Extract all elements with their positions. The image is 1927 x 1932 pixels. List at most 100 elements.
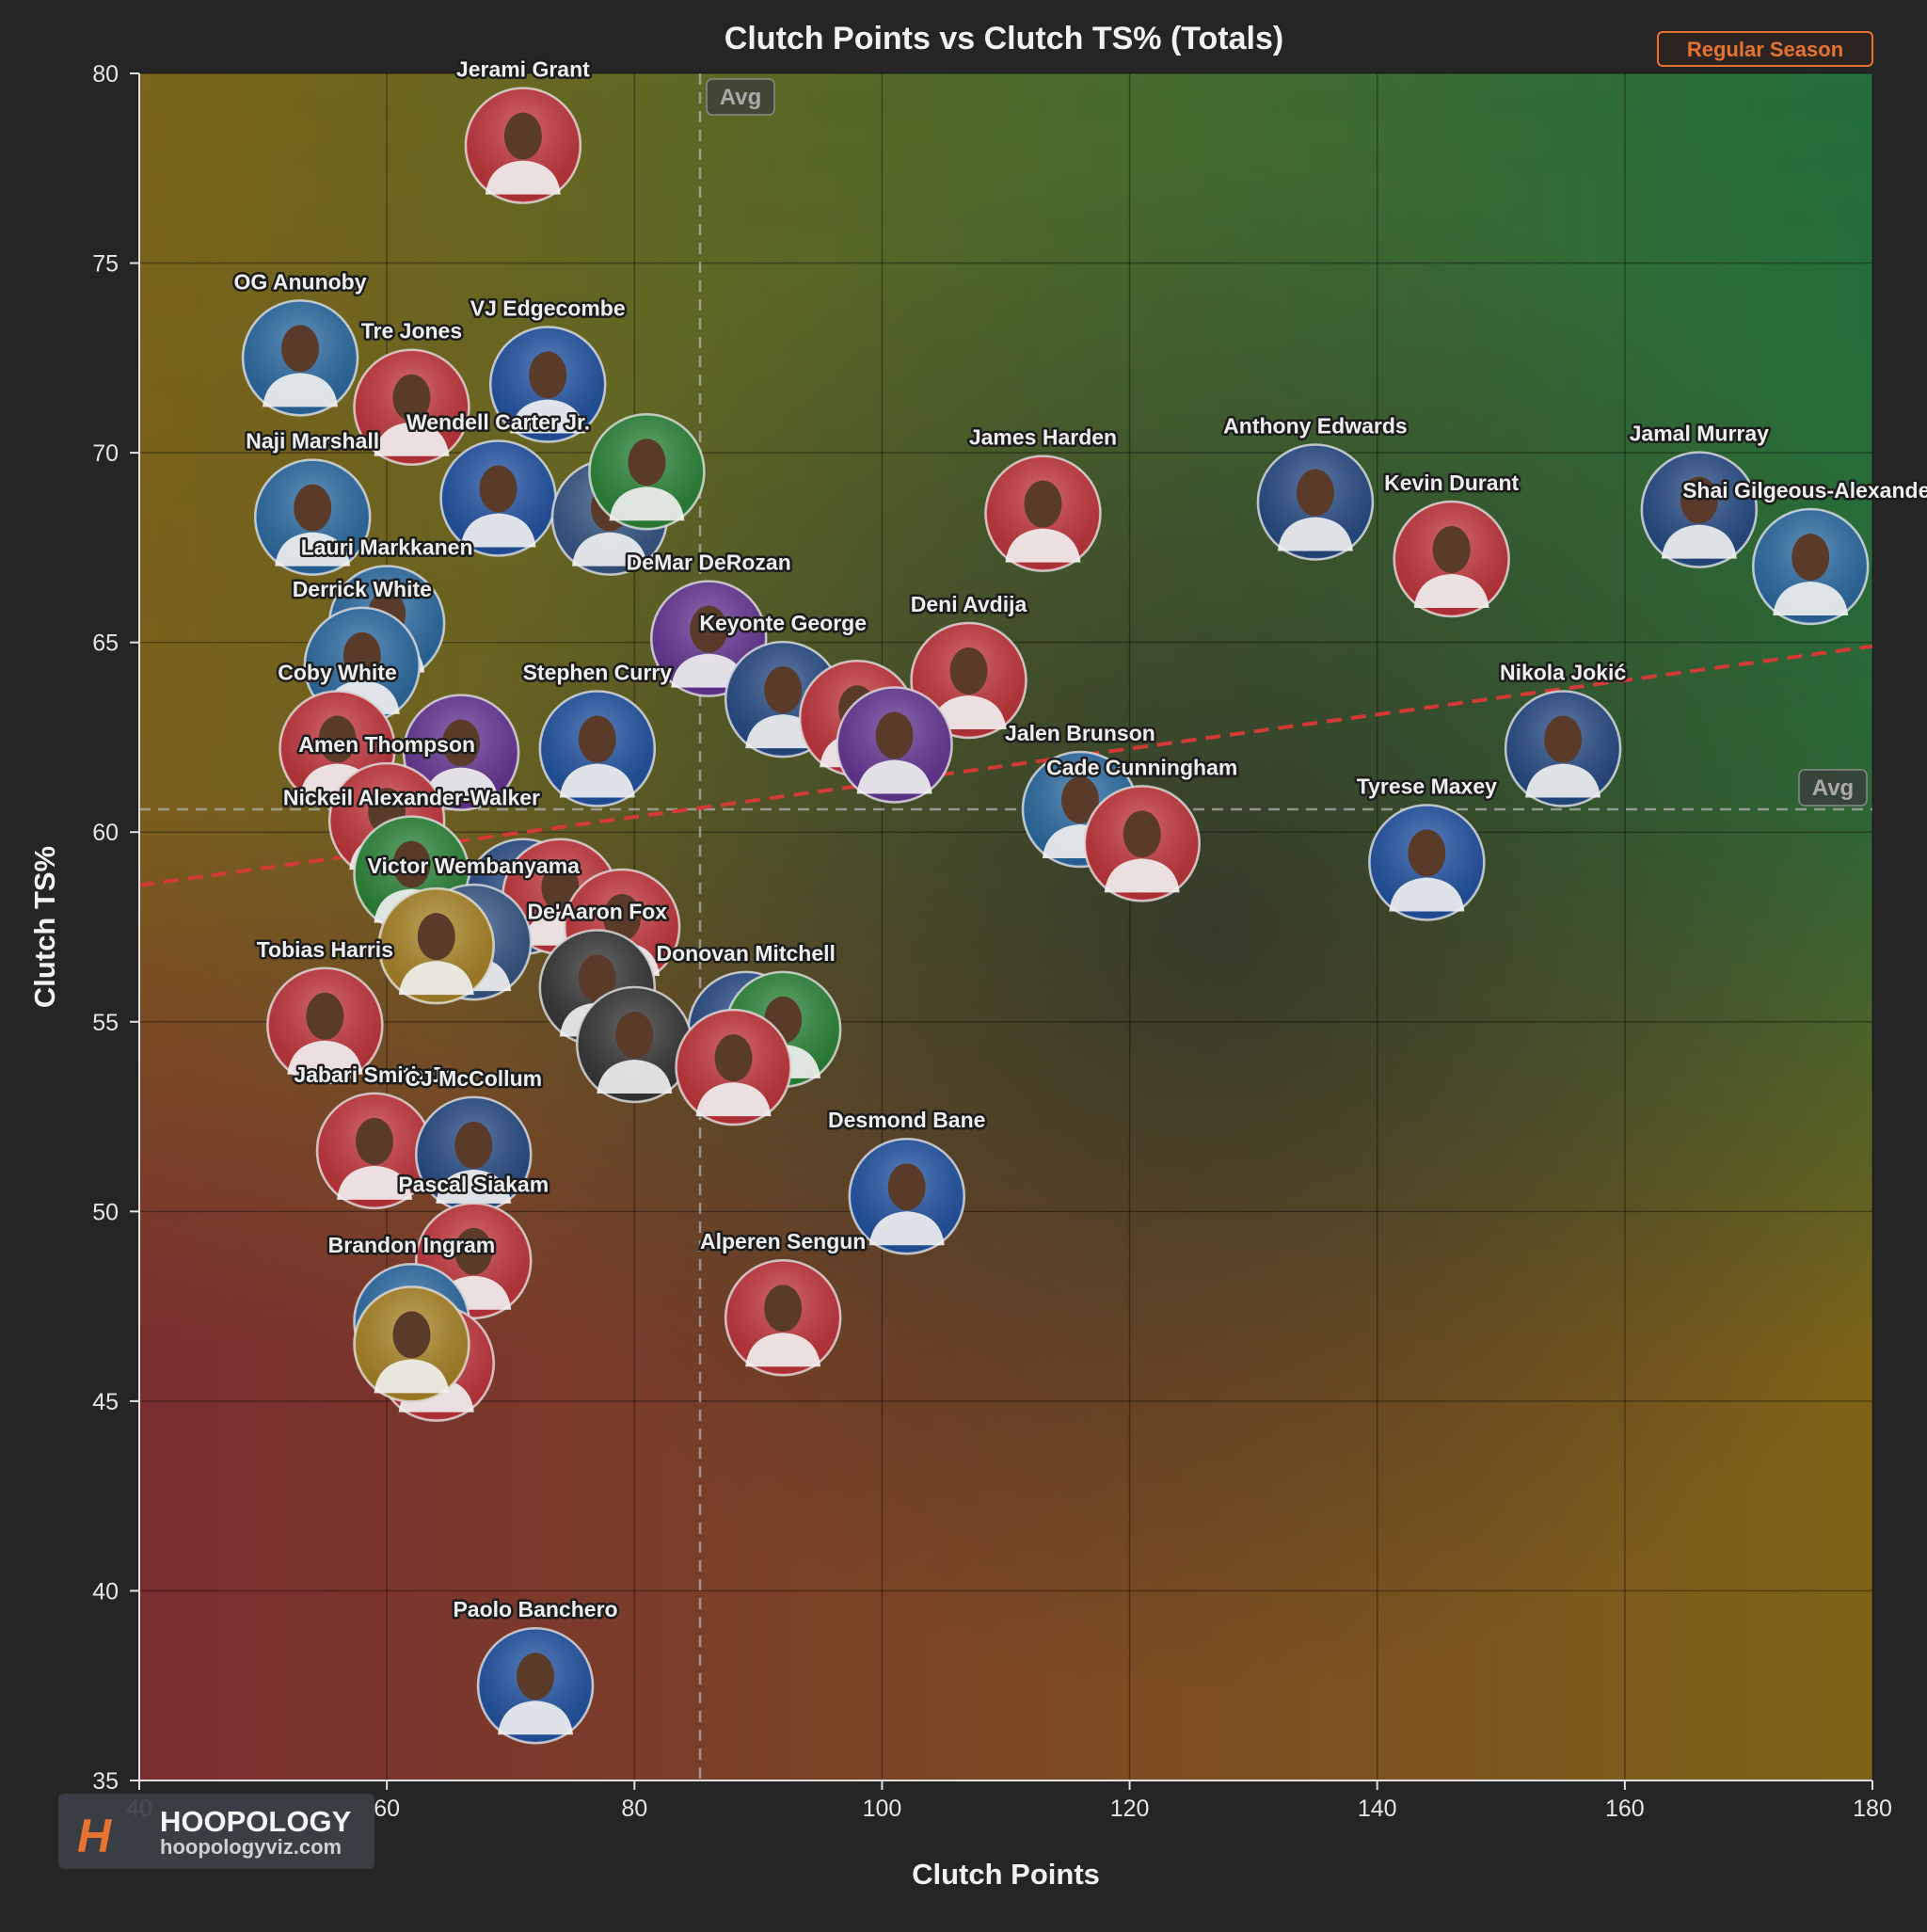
- avg-label-vertical: Avg: [720, 85, 761, 110]
- player-point-jamal-murray[interactable]: [1640, 451, 1759, 568]
- avatar-jersey-icon: [436, 1169, 512, 1204]
- player-label-jamal-murray: Jamal Murray: [1630, 422, 1770, 446]
- avatar-head-icon: [764, 1285, 803, 1333]
- y-tick-label-4: 55: [92, 1010, 119, 1036]
- player-point-jerami-grant[interactable]: [464, 87, 582, 204]
- player-point-james-harden[interactable]: [984, 455, 1102, 572]
- player-point-unlabeled-38[interactable]: [576, 985, 693, 1104]
- avatar-jersey-icon: [275, 532, 351, 567]
- avatar-head-icon: [342, 631, 381, 679]
- player-point-wendell-carter-jr[interactable]: [439, 439, 557, 557]
- avatar-jersey-icon: [1005, 528, 1081, 563]
- player-label-anthony-edwards: Anthony Edwards: [1223, 414, 1408, 439]
- x-tick-label-3: 100: [863, 1796, 902, 1822]
- player-label-tyrese-maxey: Tyrese Maxey: [1357, 774, 1497, 798]
- avatar-head-icon: [1024, 480, 1062, 528]
- player-point-unlabeled-6[interactable]: [588, 413, 706, 531]
- player-label-de-aaron-fox: De'Aaron Fox: [528, 899, 668, 923]
- player-point-nikola-joki[interactable]: [1504, 690, 1622, 807]
- avatar-jersey-icon: [695, 1082, 772, 1117]
- player-point-unlabeled-22[interactable]: [402, 694, 520, 811]
- x-tick-label-1: 60: [374, 1796, 400, 1822]
- y-tick-label-8: 75: [92, 251, 119, 278]
- player-label-deni-avdija: Deni Avdija: [911, 592, 1027, 616]
- x-tick-label-4: 120: [1110, 1796, 1150, 1822]
- player-point-unlabeled-32[interactable]: [377, 886, 496, 1005]
- player-label-cj-mccollum: CJ McCollum: [405, 1066, 542, 1091]
- chart-title: Clutch Points vs Clutch TS% (Totals): [725, 21, 1283, 56]
- hoopology-logo: H HOOPOLOGY hoopologyviz.com: [58, 1794, 374, 1869]
- avatar-head-icon: [603, 894, 642, 941]
- avatar-jersey-icon: [856, 759, 932, 794]
- avatar-jersey-icon: [1413, 573, 1489, 608]
- player-point-desmond-bane[interactable]: [848, 1137, 965, 1255]
- player-label-victor-wembanyama: Victor Wembanyama: [368, 854, 581, 878]
- avatar-jersey-icon: [1389, 877, 1465, 912]
- player-point-unlabeled-47[interactable]: [353, 1285, 470, 1403]
- player-label-wendell-carter-jr: Wendell Carter Jr.: [406, 409, 590, 434]
- player-label-jerami-grant: Jerami Grant: [456, 57, 590, 82]
- player-label-nikola-joki: Nikola Jokić: [1500, 661, 1626, 685]
- x-tick-label-5: 140: [1358, 1796, 1397, 1822]
- avatar-head-icon: [1432, 525, 1471, 573]
- player-label-derrick-white: Derrick White: [293, 577, 432, 601]
- avatar-jersey-icon: [559, 763, 635, 798]
- player-point-unlabeled-30[interactable]: [502, 838, 619, 956]
- player-point-shai-gilgeous-alexander[interactable]: [1751, 507, 1870, 626]
- player-label-donovan-mitchell: Donovan Mitchell: [656, 941, 835, 966]
- avatar-jersey-icon: [374, 422, 450, 456]
- player-label-shai-gilgeous-alexander: Shai Gilgeous-Alexander: [1682, 478, 1927, 503]
- player-label-demar-derozan: DeMar DeRozan: [627, 551, 791, 575]
- player-label-jabari-smith-jr: Jabari Smith Jr.: [294, 1062, 454, 1087]
- player-point-alperen-sengun[interactable]: [724, 1258, 842, 1377]
- trendline-line: [138, 644, 1873, 887]
- player-point-tyrese-maxey[interactable]: [1368, 804, 1486, 921]
- player-point-naji-marshall[interactable]: [253, 458, 372, 576]
- logo-name: HOOPOLOGY: [160, 1805, 352, 1838]
- avatar-jersey-icon: [374, 1359, 450, 1394]
- player-point-tobias-harris[interactable]: [266, 966, 384, 1085]
- player-label-tobias-harris: Tobias Harris: [257, 937, 393, 962]
- player-point-paolo-banchero[interactable]: [476, 1626, 595, 1745]
- trendline: [138, 644, 1873, 887]
- avatar-jersey-icon: [1104, 858, 1180, 893]
- player-point-jabari-smith-jr[interactable]: [315, 1092, 434, 1210]
- avatar-jersey-icon: [1773, 582, 1849, 616]
- avg-label-horizontal: Avg: [1812, 775, 1854, 801]
- y-tick-label-7: 70: [92, 440, 119, 467]
- player-label-james-harden: James Harden: [969, 425, 1117, 450]
- player-point-og-anunoby[interactable]: [241, 299, 359, 417]
- avatar-jersey-icon: [1525, 763, 1601, 798]
- player-point-tre-jones[interactable]: [353, 348, 470, 466]
- player-point-unlabeled-19[interactable]: [836, 686, 953, 804]
- avatar-head-icon: [1296, 469, 1334, 517]
- avg-badge-vertical: [706, 78, 775, 116]
- season-filter-badge[interactable]: Regular Season: [1657, 31, 1873, 67]
- x-axis-title: Clutch Points: [912, 1858, 1100, 1891]
- avatar-jersey-icon: [868, 1211, 945, 1246]
- player-point-anthony-edwards[interactable]: [1256, 443, 1375, 561]
- player-point-unlabeled-39[interactable]: [675, 1008, 792, 1126]
- avatar-head-icon: [442, 719, 481, 767]
- avatar-head-icon: [318, 715, 357, 763]
- avatar-head-icon: [529, 351, 567, 399]
- avatar-head-icon: [454, 1227, 493, 1275]
- avatar-head-icon: [714, 1034, 753, 1082]
- player-point-vj-edgecombe[interactable]: [488, 326, 607, 443]
- season-filter-label: Regular Season: [1687, 38, 1843, 61]
- x-tick-label-7: 180: [1853, 1796, 1892, 1822]
- avatar-head-icon: [578, 715, 616, 763]
- avatar-jersey-icon: [597, 1059, 673, 1094]
- avatar-jersey-icon: [745, 1333, 821, 1367]
- avatar-head-icon: [306, 992, 344, 1040]
- x-tick-label-2: 80: [621, 1796, 647, 1822]
- logo-mark: H: [77, 1810, 112, 1862]
- avatar-head-icon: [1123, 810, 1161, 858]
- player-point-cade-cunningham[interactable]: [1083, 785, 1201, 902]
- player-label-brandon-ingram: Brandon Ingram: [328, 1233, 496, 1257]
- player-point-stephen-curry[interactable]: [538, 690, 657, 807]
- player-point-cj-mccollum[interactable]: [414, 1095, 533, 1214]
- player-label-coby-white: Coby White: [278, 661, 397, 685]
- player-point-kevin-durant[interactable]: [1393, 500, 1510, 618]
